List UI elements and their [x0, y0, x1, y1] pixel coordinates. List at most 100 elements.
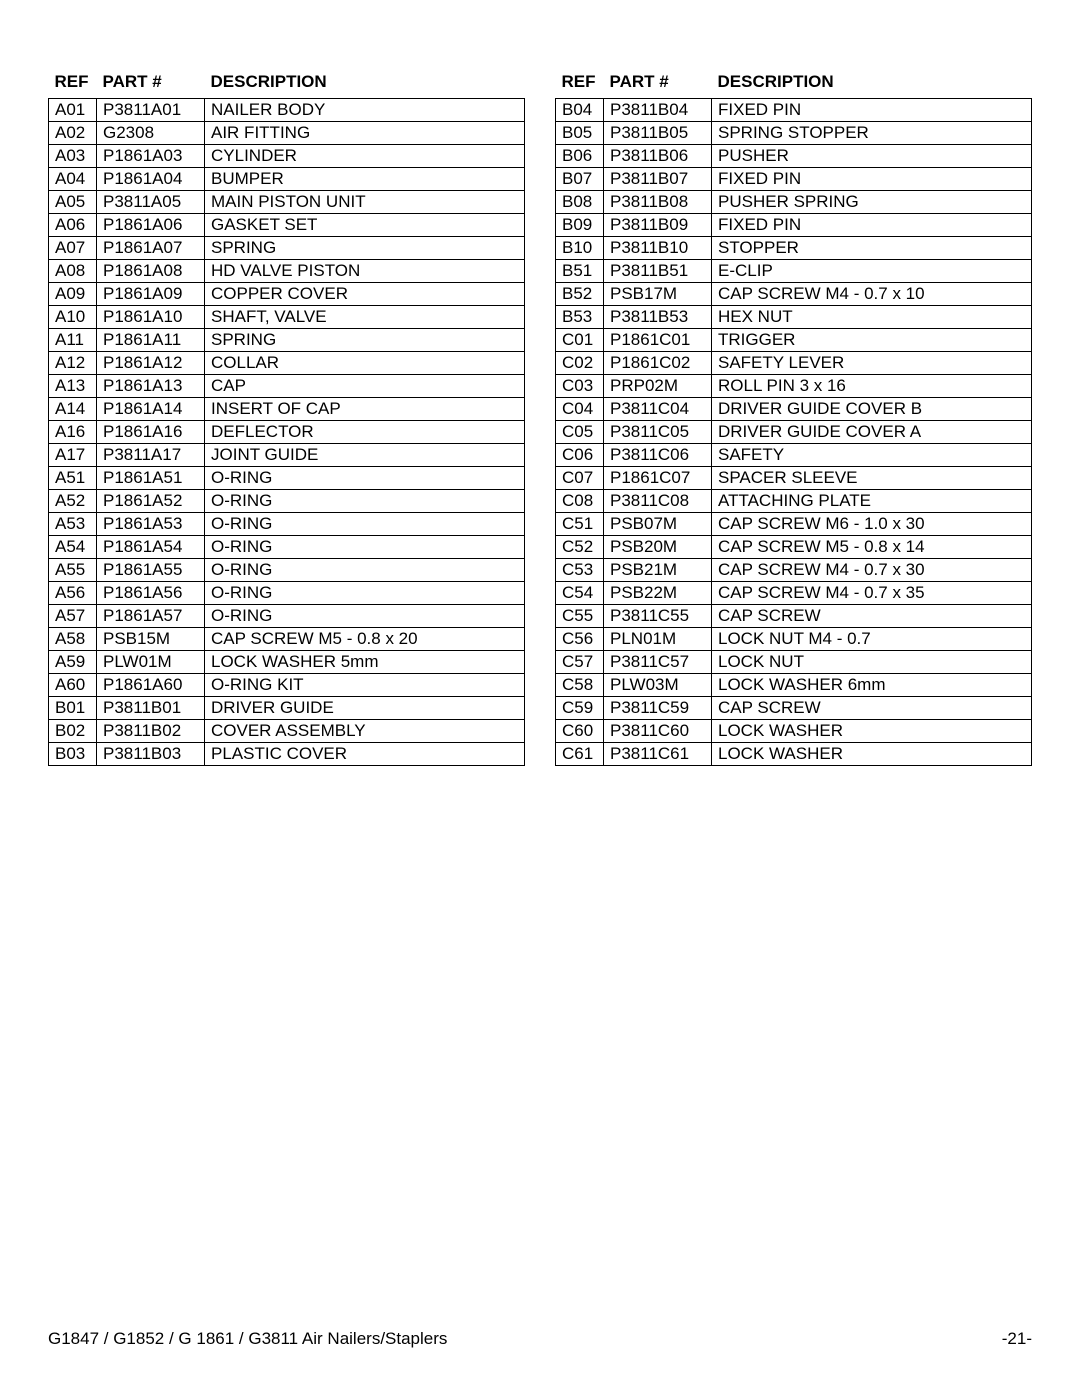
- table-row: A04P1861A04BUMPER: [49, 168, 525, 191]
- cell-description: DRIVER GUIDE COVER B: [712, 398, 1032, 421]
- cell-description: NAILER BODY: [205, 99, 525, 122]
- cell-ref: A05: [49, 191, 97, 214]
- cell-part: P1861A07: [97, 237, 205, 260]
- cell-ref: B04: [556, 99, 604, 122]
- cell-description: O-RING: [205, 559, 525, 582]
- cell-description: O-RING KIT: [205, 674, 525, 697]
- cell-part: PSB22M: [604, 582, 712, 605]
- cell-ref: A58: [49, 628, 97, 651]
- footer-text-left: G1847 / G1852 / G 1861 / G3811 Air Naile…: [48, 1329, 447, 1349]
- cell-ref: C56: [556, 628, 604, 651]
- table-row: A07P1861A07SPRING: [49, 237, 525, 260]
- table-row: A52P1861A52O-RING: [49, 490, 525, 513]
- cell-part: P1861C07: [604, 467, 712, 490]
- table-header-row: REF PART # DESCRIPTION: [49, 70, 525, 99]
- cell-ref: C61: [556, 743, 604, 766]
- cell-description: COVER ASSEMBLY: [205, 720, 525, 743]
- cell-description: SAFETY LEVER: [712, 352, 1032, 375]
- cell-description: E-CLIP: [712, 260, 1032, 283]
- cell-ref: B03: [49, 743, 97, 766]
- cell-part: P3811B01: [97, 697, 205, 720]
- cell-part: G2308: [97, 122, 205, 145]
- cell-part: P3811C06: [604, 444, 712, 467]
- cell-description: SPRING: [205, 237, 525, 260]
- cell-ref: A09: [49, 283, 97, 306]
- cell-ref: C58: [556, 674, 604, 697]
- cell-part: P3811B09: [604, 214, 712, 237]
- cell-part: P1861A04: [97, 168, 205, 191]
- cell-part: P3811B08: [604, 191, 712, 214]
- cell-part: P3811C59: [604, 697, 712, 720]
- table-header-row: REF PART # DESCRIPTION: [556, 70, 1032, 99]
- cell-part: PSB20M: [604, 536, 712, 559]
- table-row: C03PRP02MROLL PIN 3 x 16: [556, 375, 1032, 398]
- table-row: B01P3811B01DRIVER GUIDE: [49, 697, 525, 720]
- cell-ref: A12: [49, 352, 97, 375]
- cell-part: P3811C60: [604, 720, 712, 743]
- table-row: A57P1861A57O-RING: [49, 605, 525, 628]
- cell-ref: A11: [49, 329, 97, 352]
- table-row: C55P3811C55CAP SCREW: [556, 605, 1032, 628]
- table-row: A12P1861A12COLLAR: [49, 352, 525, 375]
- cell-part: P1861A60: [97, 674, 205, 697]
- cell-description: CAP SCREW M5 - 0.8 x 14: [712, 536, 1032, 559]
- header-ref: REF: [49, 70, 97, 99]
- cell-part: PRP02M: [604, 375, 712, 398]
- tables-container: REF PART # DESCRIPTION A01P3811A01NAILER…: [48, 70, 1032, 766]
- cell-ref: A06: [49, 214, 97, 237]
- cell-description: O-RING: [205, 536, 525, 559]
- cell-ref: B51: [556, 260, 604, 283]
- cell-ref: A04: [49, 168, 97, 191]
- cell-ref: A57: [49, 605, 97, 628]
- cell-description: CAP: [205, 375, 525, 398]
- cell-description: SPRING STOPPER: [712, 122, 1032, 145]
- cell-part: P1861A53: [97, 513, 205, 536]
- cell-description: PUSHER SPRING: [712, 191, 1032, 214]
- cell-description: CAP SCREW M4 - 0.7 x 35: [712, 582, 1032, 605]
- cell-ref: B09: [556, 214, 604, 237]
- cell-part: P1861A13: [97, 375, 205, 398]
- cell-description: CAP SCREW M4 - 0.7 x 10: [712, 283, 1032, 306]
- table-row: C05P3811C05DRIVER GUIDE COVER A: [556, 421, 1032, 444]
- table-row: C53PSB21MCAP SCREW M4 - 0.7 x 30: [556, 559, 1032, 582]
- cell-ref: C52: [556, 536, 604, 559]
- cell-ref: B10: [556, 237, 604, 260]
- cell-ref: A13: [49, 375, 97, 398]
- cell-part: P1861A16: [97, 421, 205, 444]
- cell-part: P3811B02: [97, 720, 205, 743]
- cell-part: P3811A05: [97, 191, 205, 214]
- table-row: A02G2308AIR FITTING: [49, 122, 525, 145]
- cell-ref: A10: [49, 306, 97, 329]
- cell-ref: A16: [49, 421, 97, 444]
- table-row: C51PSB07MCAP SCREW M6 - 1.0 x 30: [556, 513, 1032, 536]
- cell-part: P3811A01: [97, 99, 205, 122]
- cell-part: P3811B06: [604, 145, 712, 168]
- cell-part: P3811B10: [604, 237, 712, 260]
- cell-description: O-RING: [205, 582, 525, 605]
- cell-part: P1861A03: [97, 145, 205, 168]
- cell-part: P3811B03: [97, 743, 205, 766]
- table-row: C02P1861C02SAFETY LEVER: [556, 352, 1032, 375]
- cell-part: P3811A17: [97, 444, 205, 467]
- table-row: A03P1861A03CYLINDER: [49, 145, 525, 168]
- cell-description: O-RING: [205, 467, 525, 490]
- cell-description: LOCK NUT: [712, 651, 1032, 674]
- cell-ref: A03: [49, 145, 97, 168]
- cell-part: P3811B05: [604, 122, 712, 145]
- header-ref: REF: [556, 70, 604, 99]
- footer-page-number: -21-: [1002, 1329, 1032, 1349]
- cell-ref: C59: [556, 697, 604, 720]
- cell-part: P1861A54: [97, 536, 205, 559]
- cell-ref: B08: [556, 191, 604, 214]
- cell-ref: B06: [556, 145, 604, 168]
- cell-ref: A53: [49, 513, 97, 536]
- table-row: A58PSB15MCAP SCREW M5 - 0.8 x 20: [49, 628, 525, 651]
- cell-description: O-RING: [205, 490, 525, 513]
- cell-description: COPPER COVER: [205, 283, 525, 306]
- cell-description: TRIGGER: [712, 329, 1032, 352]
- cell-part: P1861A10: [97, 306, 205, 329]
- cell-ref: A02: [49, 122, 97, 145]
- cell-part: P1861C01: [604, 329, 712, 352]
- cell-ref: B01: [49, 697, 97, 720]
- cell-part: P3811C08: [604, 490, 712, 513]
